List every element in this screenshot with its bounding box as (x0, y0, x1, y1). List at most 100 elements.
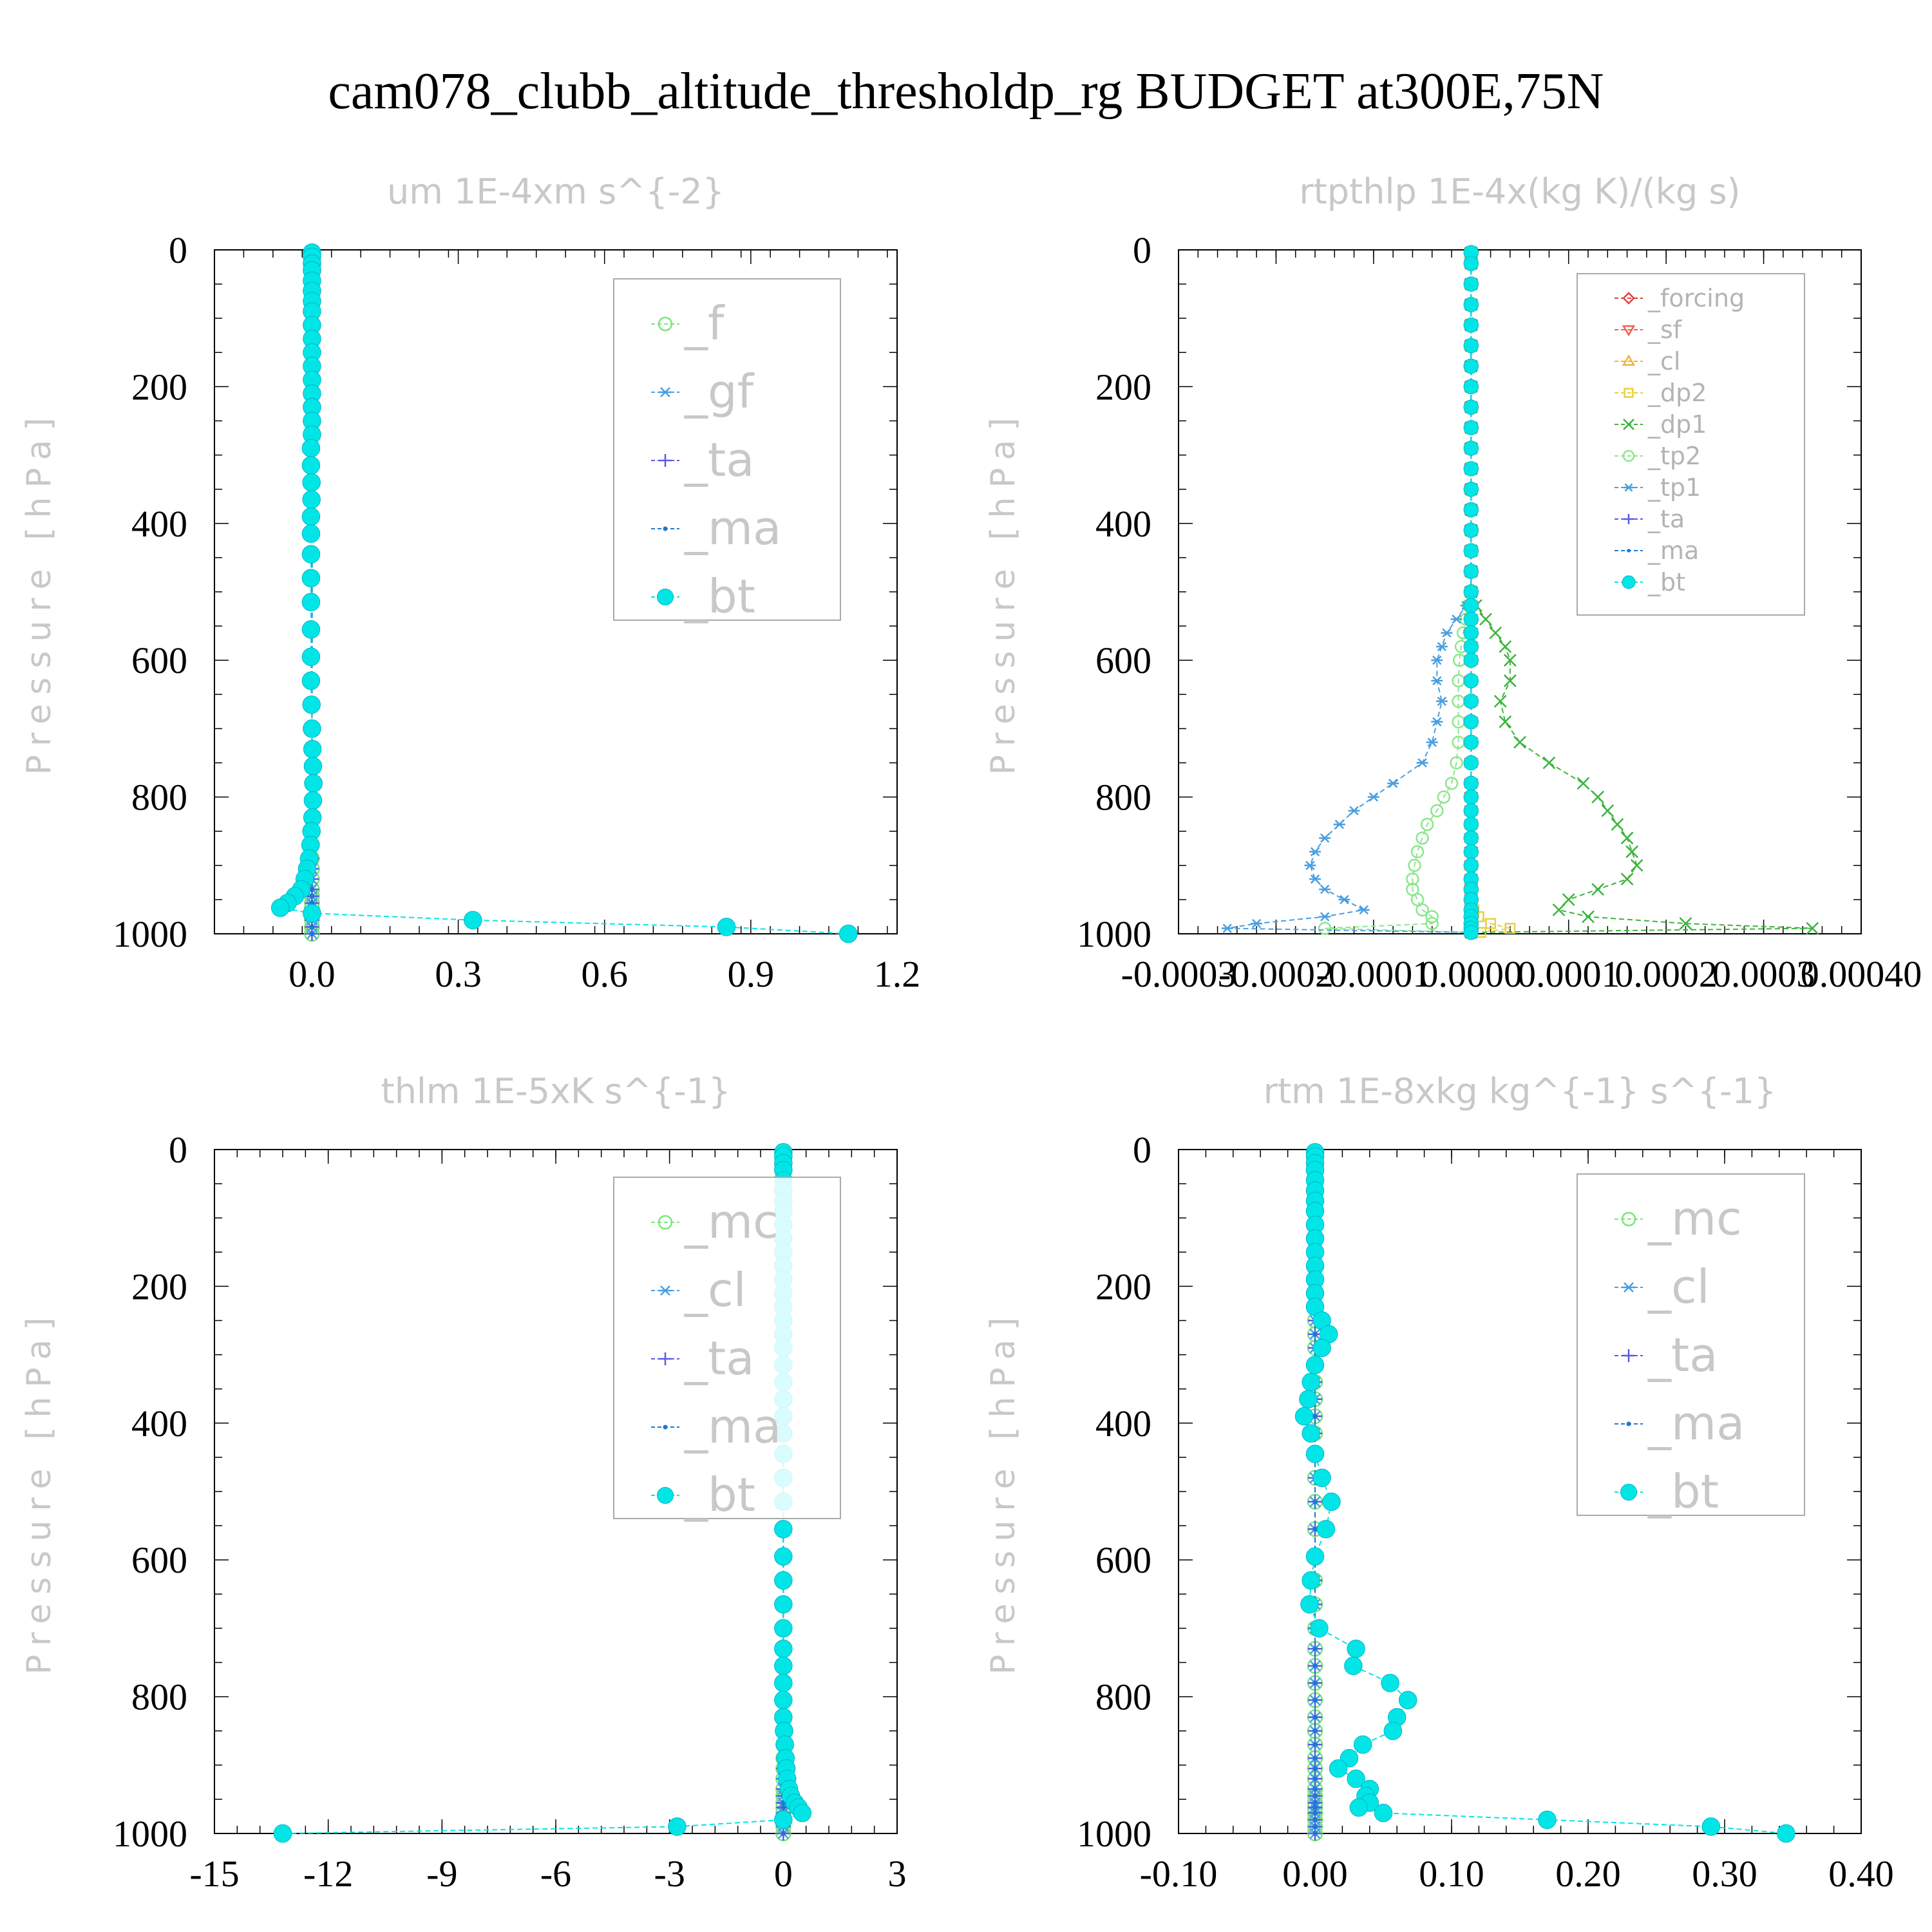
data-point (1463, 755, 1479, 771)
data-point (1591, 883, 1605, 896)
data-point (774, 1656, 793, 1676)
data-point (1591, 790, 1605, 804)
data-point (1463, 440, 1479, 456)
data-point (1319, 884, 1331, 895)
x-tick-label: -3 (654, 1853, 685, 1895)
data-point (1381, 1674, 1399, 1692)
data-point (1450, 756, 1463, 770)
legend-label: _ma (684, 501, 781, 555)
legend-marker (663, 1425, 668, 1430)
data-point (1312, 1831, 1318, 1836)
y-axis-label: Pressure [hPa] (984, 409, 1023, 775)
data-point (1542, 756, 1556, 770)
x-tick-label: 0.0001 (1517, 953, 1620, 995)
data-point (1450, 614, 1463, 624)
data-point (1435, 696, 1448, 706)
legend-label: _ta (684, 433, 754, 487)
panel-title: rtpthlp 1E-4x(kg K)/(kg s) (1299, 171, 1740, 212)
x-tick-label: -0.0002 (1218, 953, 1334, 995)
data-point (1463, 714, 1479, 730)
data-point (1463, 297, 1479, 312)
data-point (1463, 564, 1479, 579)
data-point (1318, 922, 1332, 935)
data-point (1463, 543, 1479, 559)
legend-box (613, 278, 841, 621)
data-point (1503, 674, 1517, 687)
legend-label: _mc (684, 1195, 779, 1249)
data-point (1305, 1444, 1325, 1463)
data-point (1582, 910, 1595, 923)
data-point (301, 671, 321, 690)
legend-marker (663, 526, 668, 531)
data-point (302, 473, 321, 492)
data-point (1463, 652, 1479, 668)
data-point (781, 1804, 786, 1810)
x-tick-label: 0.20 (1555, 1853, 1621, 1895)
legend-marker (1622, 354, 1636, 366)
legend-label: _ta (684, 1331, 754, 1385)
y-tick-label: 1000 (1077, 1813, 1151, 1855)
data-point (1463, 775, 1479, 791)
legend-label: _forcing (1647, 284, 1745, 312)
data-point (1309, 847, 1321, 857)
data-point (1463, 858, 1479, 873)
data-point (1463, 830, 1479, 846)
legend-marker (1622, 292, 1635, 305)
data-point (301, 439, 321, 458)
data-point (303, 757, 323, 776)
data-point (304, 774, 323, 793)
y-tick-label: 1000 (1077, 913, 1151, 955)
data-point (1463, 598, 1479, 613)
x-tick-label: 0 (774, 1853, 793, 1895)
data-point (1489, 626, 1502, 639)
data-point (1504, 923, 1516, 934)
data-point (774, 1571, 793, 1590)
legend-marker (1622, 1282, 1635, 1293)
data-point (1463, 734, 1479, 750)
data-point (1333, 819, 1345, 829)
data-point (1426, 737, 1438, 747)
data-point (1463, 789, 1479, 805)
panel-title: rtm 1E-8xkg kg^{-1} s^{-1} (1264, 1071, 1777, 1112)
legend-box (613, 1177, 841, 1519)
x-tick-label: 0.00040 (1801, 953, 1922, 995)
data-point (668, 1817, 687, 1836)
legend-marker (658, 1215, 673, 1230)
data-point (1463, 625, 1479, 641)
chart-panel-3: thlm 1E-5xK s^{-1} Pressure [hPa] -15 -12 -9… (20, 1071, 907, 1895)
legend-label: _ma (1647, 1396, 1745, 1450)
data-point (1312, 1663, 1318, 1669)
legend-marker (1624, 514, 1634, 524)
data-point (1347, 1769, 1365, 1788)
data-point (1367, 792, 1379, 802)
data-point (273, 1824, 292, 1843)
data-point (1437, 790, 1451, 804)
y-tick-label: 400 (1095, 503, 1151, 545)
data-point (301, 592, 321, 612)
y-axis-label: Pressure [hPa] (984, 1309, 1023, 1675)
data-point (774, 1640, 793, 1658)
data-point (1513, 735, 1526, 749)
x-tick-label: 0.0002 (1615, 953, 1718, 995)
data-point (303, 904, 321, 923)
y-tick-label: 200 (1095, 1265, 1151, 1307)
data-point (1562, 893, 1575, 906)
data-point (1312, 1824, 1318, 1830)
x-tick-label: -12 (303, 1853, 353, 1895)
data-point (303, 719, 321, 738)
data-point (309, 893, 315, 899)
data-point (1463, 673, 1479, 688)
x-tick-label: -0.10 (1140, 1853, 1218, 1895)
data-point (1463, 461, 1479, 477)
figure-title: cam078_clubb_altitude_thresholdp_rg BUDG… (328, 63, 1604, 120)
x-tick-label: -0.0003 (1121, 953, 1236, 995)
data-point (1338, 895, 1350, 905)
data-point (1416, 758, 1428, 768)
data-point (1463, 502, 1479, 518)
data-point (774, 1674, 793, 1692)
data-point (301, 507, 321, 526)
data-point (1348, 806, 1360, 816)
data-point (1312, 1810, 1318, 1815)
panel-title: um 1E-4xm s^{-2} (387, 171, 724, 212)
